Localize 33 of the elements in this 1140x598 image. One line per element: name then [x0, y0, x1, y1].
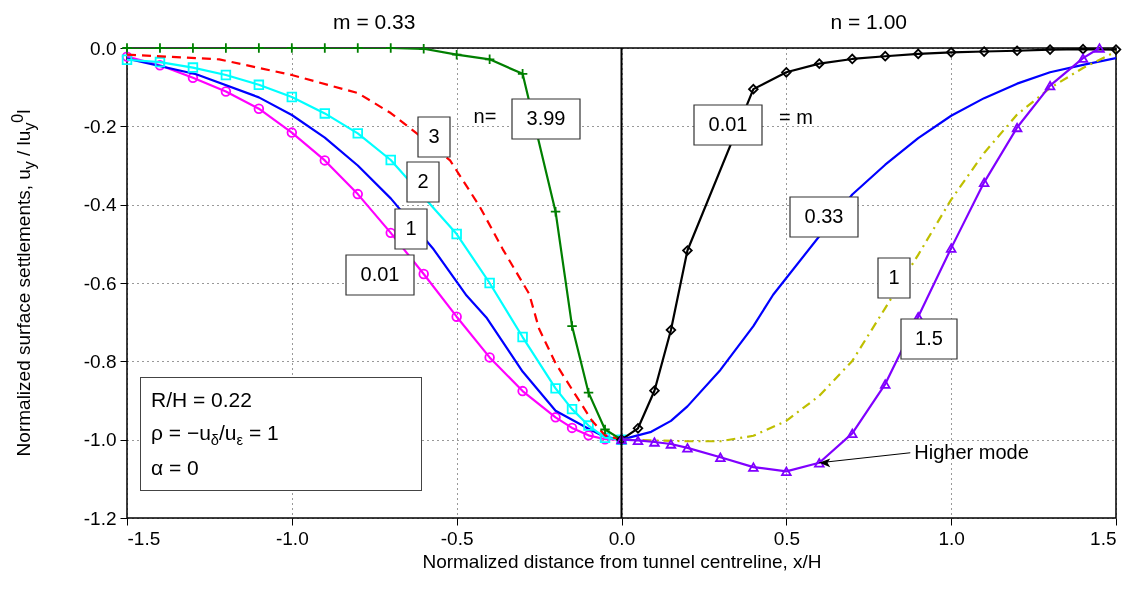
annotation: 0.33 [804, 205, 844, 227]
x-tick-label: 1.0 [938, 527, 965, 549]
x-tick-label: -1.0 [275, 527, 309, 549]
text: n = 1.00 [830, 10, 907, 34]
y-tick-label: -1.0 [83, 429, 117, 451]
annotation: 0.01 [360, 263, 400, 285]
parameter-box: R/H = 0.22 ρ = −u$_{δ}$/u$_{ε}$ = 1 α = 0 [140, 377, 422, 492]
annotation: = m [779, 106, 813, 128]
y-tick-label: 0.0 [90, 37, 117, 59]
y-tick-label: -0.8 [83, 350, 117, 372]
annotation: 0.01 [708, 113, 748, 135]
annotation: ρ = −u$_{δ}$/u$_{ε}$ = 1 [151, 419, 280, 450]
x-tick-label: 0.0 [608, 527, 636, 549]
annotation: n= [473, 105, 497, 127]
annotation: 3.99 [526, 107, 566, 129]
x-tick-label: -1.5 [127, 527, 161, 549]
x-axis-title: Normalized distance from tunnel centreline, x/H [422, 550, 822, 572]
y-tick-label: -0.6 [83, 272, 117, 294]
text: m = 0.33 [333, 10, 416, 34]
annotation: 1 [888, 266, 900, 288]
y-tick-label: -0.2 [83, 115, 117, 137]
x-tick-label: 0.5 [773, 527, 801, 549]
x-tick-label: 1.5 [1090, 527, 1117, 549]
annotation: 1.5 [915, 327, 943, 349]
annotation: 3 [428, 125, 440, 147]
x-tick-label: -0.5 [440, 527, 474, 549]
annotation: 2 [417, 170, 429, 192]
annotation: 1 [405, 217, 417, 239]
annotation: Higher mode [914, 440, 1029, 463]
annotation: α = 0 [151, 454, 200, 481]
y-tick-label: -1.2 [83, 507, 117, 529]
y-tick-label: -0.4 [83, 194, 117, 216]
annotation: R/H = 0.22 [151, 387, 253, 413]
